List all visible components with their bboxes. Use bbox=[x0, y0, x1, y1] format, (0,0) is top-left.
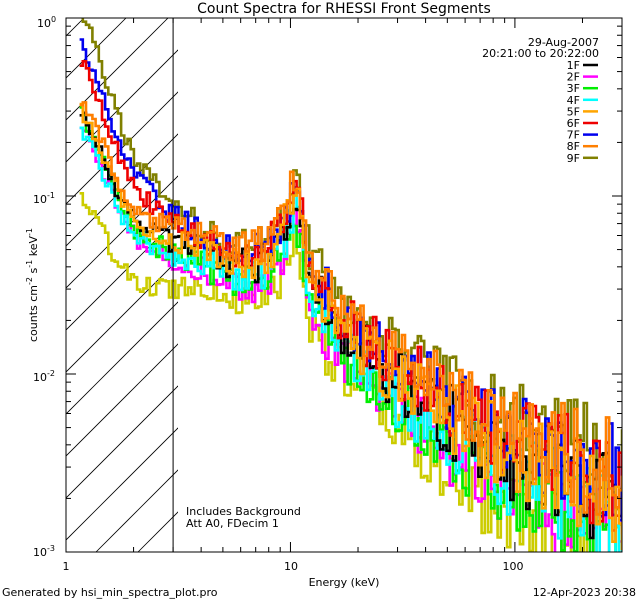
y-tick-label-0.01: 10-2 bbox=[33, 369, 55, 384]
y-axis-label: counts cm-2 s-1 keV-1 bbox=[25, 228, 40, 342]
hatch-line bbox=[66, 427, 178, 541]
series-group bbox=[79, 18, 622, 552]
chart-title: Count Spectra for RHESSI Front Segments bbox=[197, 1, 491, 17]
footer-timestamp: 12-Apr-2023 20:38 bbox=[533, 586, 636, 599]
y-tick-label-0.001: 10-3 bbox=[33, 544, 55, 559]
x-tick-label-10: 10 bbox=[284, 560, 298, 573]
legend-label-5F: 5F bbox=[567, 105, 580, 118]
annotation-attenuator: Att A0, FDecim 1 bbox=[186, 517, 279, 530]
x-tick-label-1: 1 bbox=[63, 560, 70, 573]
hatch-line bbox=[66, 18, 127, 79]
plot-frame bbox=[65, 17, 623, 553]
legend-label-6F: 6F bbox=[567, 117, 580, 130]
hatch-line bbox=[0, 0, 26, 552]
hatch-line bbox=[66, 49, 178, 163]
hatched-region bbox=[0, 0, 178, 552]
date-label: 29-Aug-2007 bbox=[528, 36, 599, 49]
axis-ticks bbox=[65, 17, 623, 553]
x-tick-label-100: 100 bbox=[503, 560, 524, 573]
hatch-line bbox=[66, 175, 178, 289]
legend-label-8F: 8F bbox=[567, 140, 580, 153]
x-axis-label: Energy (keV) bbox=[309, 576, 380, 589]
hatch-line bbox=[66, 217, 178, 331]
legend-label-4F: 4F bbox=[567, 94, 580, 107]
footer-generated-by: Generated by hsi_min_spectra_plot.pro bbox=[2, 586, 218, 599]
legend-label-7F: 7F bbox=[567, 129, 580, 142]
legend-label-1F: 1F bbox=[567, 59, 580, 72]
series-5F bbox=[79, 102, 622, 551]
annotation-background: Includes Background bbox=[186, 505, 301, 518]
hatch-line bbox=[66, 259, 178, 373]
hatch-line bbox=[66, 385, 178, 499]
y-tick-label-0.1: 10-1 bbox=[33, 191, 55, 206]
legend-label-9F: 9F bbox=[567, 152, 580, 165]
time-range-label: 20:21:00 to 20:22:00 bbox=[482, 47, 599, 60]
series-8F bbox=[79, 101, 622, 516]
legend-label-3F: 3F bbox=[567, 82, 580, 95]
legend-label-2F: 2F bbox=[567, 71, 580, 84]
hatch-line bbox=[66, 18, 169, 121]
y-tick-label-1: 100 bbox=[37, 15, 56, 30]
